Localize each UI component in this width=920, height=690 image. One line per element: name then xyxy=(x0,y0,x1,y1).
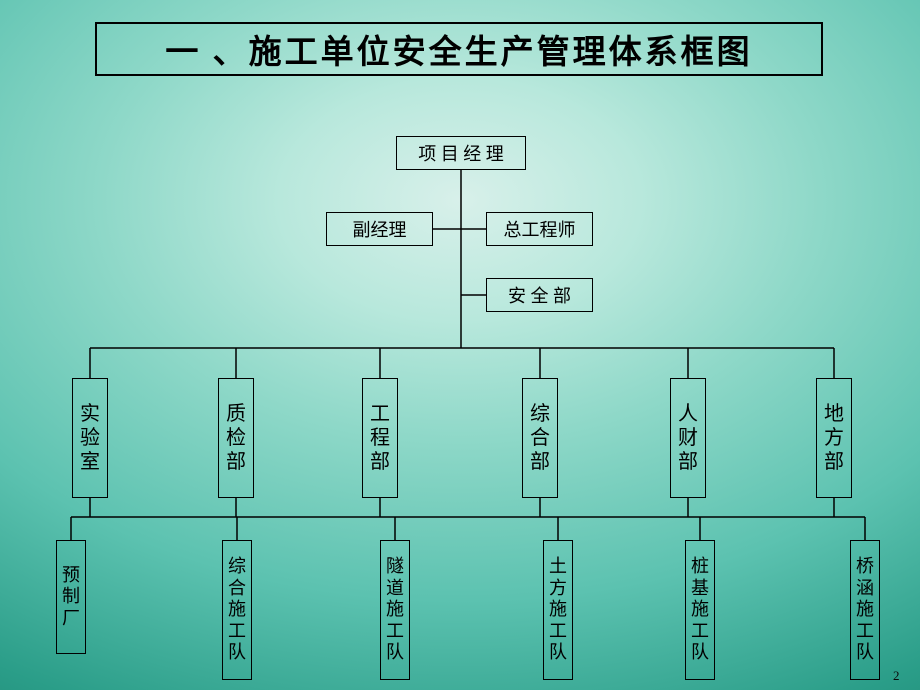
node-t5: 桥涵施工队 xyxy=(850,540,880,680)
node-t4: 桩基施工队 xyxy=(685,540,715,680)
slide-number: 2 xyxy=(893,668,900,684)
title-text: 一 、施工单位安全生产管理体系框图 xyxy=(165,25,752,73)
node-d0: 实验室 xyxy=(72,378,108,498)
node-t3: 土方施工队 xyxy=(543,540,573,680)
node-pm: 项 目 经 理 xyxy=(396,136,526,170)
connector-lines xyxy=(0,0,920,690)
page-title: 一 、施工单位安全生产管理体系框图 xyxy=(95,22,823,76)
node-t2: 隧道施工队 xyxy=(380,540,410,680)
node-d5: 地方部 xyxy=(816,378,852,498)
node-vice: 副经理 xyxy=(326,212,433,246)
node-d4: 人财部 xyxy=(670,378,706,498)
node-d3: 综合部 xyxy=(522,378,558,498)
node-t1: 综合施工队 xyxy=(222,540,252,680)
node-t0: 预制厂 xyxy=(56,540,86,654)
node-d1: 质检部 xyxy=(218,378,254,498)
node-d2: 工程部 xyxy=(362,378,398,498)
node-chief: 总工程师 xyxy=(486,212,593,246)
node-safety: 安 全 部 xyxy=(486,278,593,312)
